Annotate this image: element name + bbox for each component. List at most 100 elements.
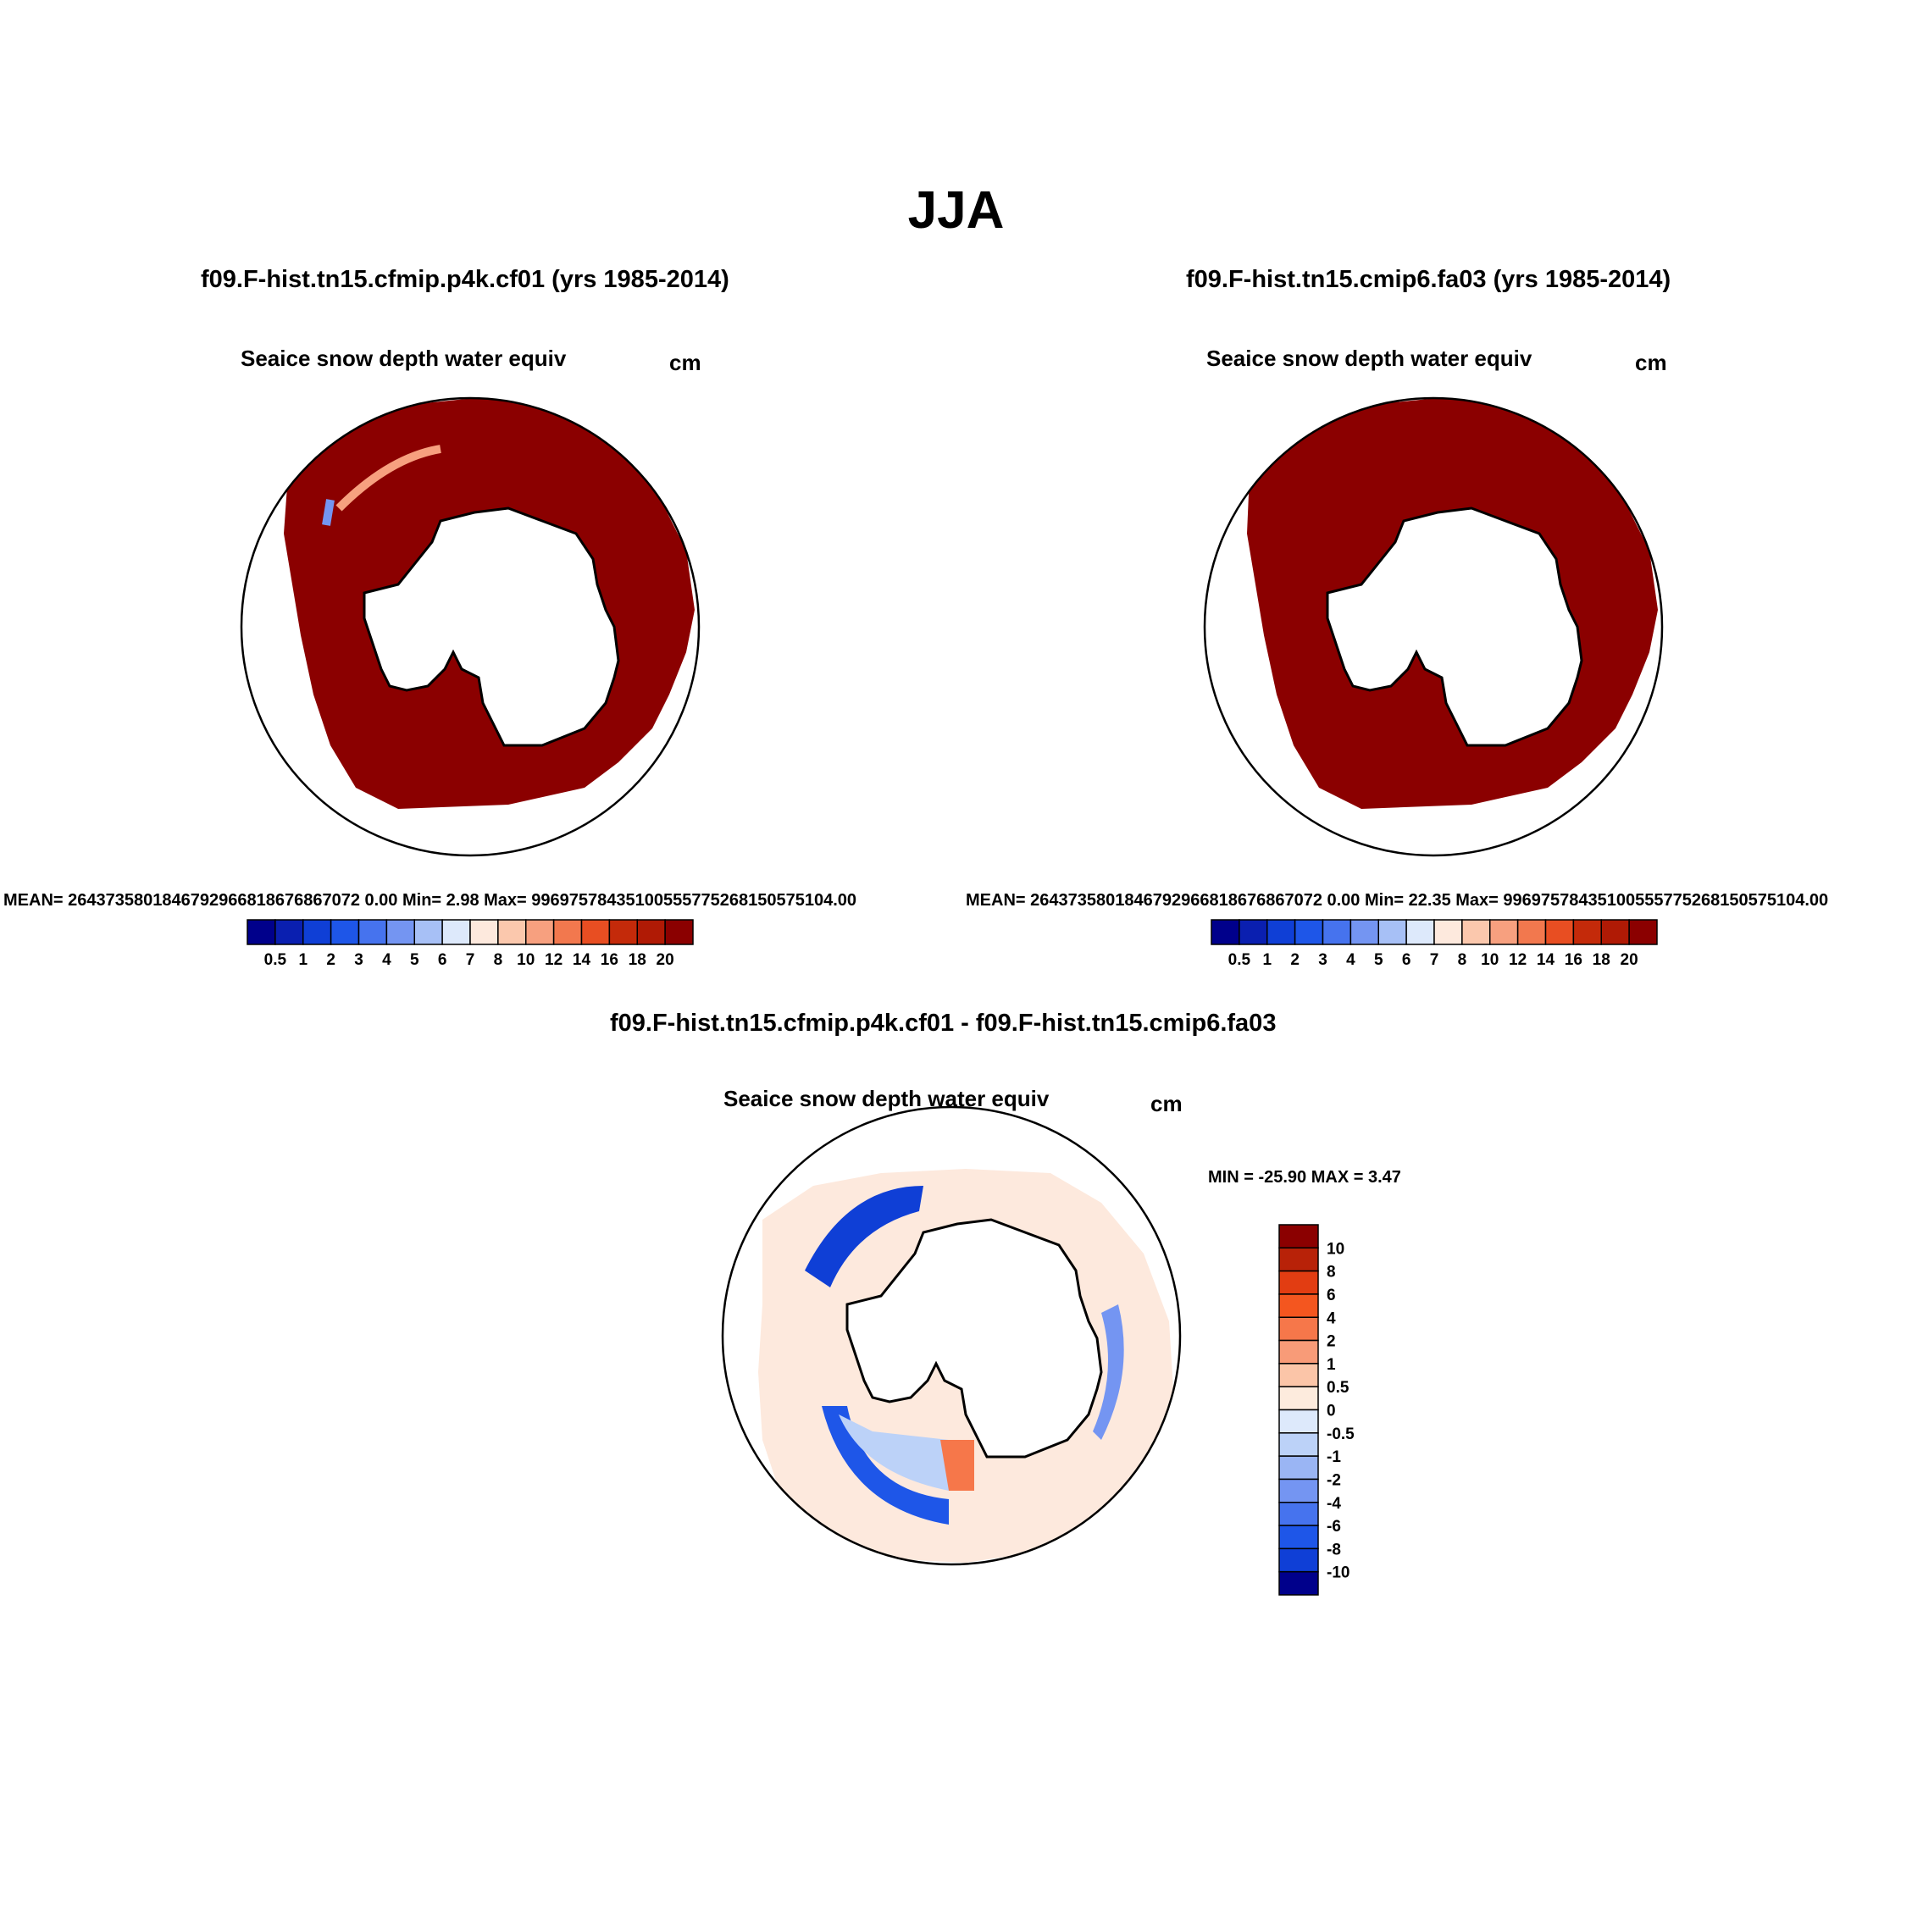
left-colorbar-swatch <box>552 919 583 945</box>
left-colorbar-tick-label: 14 <box>573 951 591 969</box>
right-colorbar-tick-label: 1 <box>1262 951 1272 969</box>
right-colorbar-tick-label: 20 <box>1621 951 1638 969</box>
diff-colorbar-tick-label: 6 <box>1327 1287 1336 1304</box>
diff-colorbar-swatch <box>1278 1547 1319 1573</box>
diff-colorbar-tick-label: -4 <box>1327 1495 1341 1513</box>
right-colorbar-swatch <box>1489 919 1519 945</box>
diff-colorbar-swatch <box>1278 1432 1319 1457</box>
diff-map <box>721 1105 1182 1566</box>
diff-colorbar-tick-label: 0 <box>1327 1403 1336 1420</box>
diff-colorbar-tick-label: -8 <box>1327 1541 1341 1558</box>
right-antarctica <box>1326 507 1583 747</box>
left-colorbar-swatch <box>413 919 443 945</box>
right-colorbar-tick-label: 5 <box>1374 951 1383 969</box>
right-colorbar-tick-label: 18 <box>1593 951 1610 969</box>
diff-colorbar-swatch <box>1278 1386 1319 1411</box>
right-colorbar-swatch <box>1405 919 1435 945</box>
diff-colorbar-tick-label: 4 <box>1327 1309 1336 1327</box>
left-colorbar-tick-label: 10 <box>517 951 535 969</box>
diff-colorbar-tick-label: -10 <box>1327 1564 1349 1582</box>
diff-variable-title: Seaice snow depth water equiv <box>723 1086 1050 1111</box>
diff-colorbar-tick-label: 1 <box>1327 1356 1336 1374</box>
diff-colorbar-swatch <box>1278 1455 1319 1481</box>
diff-colorbar-tick-label: -2 <box>1327 1471 1341 1489</box>
right-colorbar-tick-label: 0.5 <box>1228 951 1251 969</box>
left-colorbar-swatch <box>330 919 360 945</box>
left-colorbar-swatch <box>497 919 527 945</box>
diff-colorbar-tick-label: 8 <box>1327 1264 1336 1282</box>
right-colorbar-swatch <box>1349 919 1379 945</box>
right-colorbar-tick-label: 7 <box>1430 951 1439 969</box>
right-colorbar: 0.5 1 2 3 4 5 6 7 8 10 12 14 16 18 20 <box>1211 919 1658 969</box>
left-colorbar-swatch <box>664 919 694 945</box>
left-cool-streak <box>322 499 335 526</box>
diff-colorbar-swatch <box>1278 1409 1319 1434</box>
right-colorbar-swatch <box>1516 919 1547 945</box>
left-colorbar-swatch <box>385 919 415 945</box>
right-variable-title: Seaice snow depth water equiv <box>1206 346 1532 371</box>
left-warm-streak <box>335 445 441 512</box>
left-colorbar-swatch <box>525 919 555 945</box>
right-colorbar-tick-label: 8 <box>1458 951 1467 969</box>
right-colorbar-tick-label: 2 <box>1290 951 1300 969</box>
diff-red-patch <box>940 1440 974 1491</box>
figure-title: JJA <box>907 181 1005 240</box>
diff-colorbar-tick-label: -1 <box>1327 1448 1341 1466</box>
diff-antarctica <box>845 1218 1103 1459</box>
left-colorbar-swatch <box>636 919 666 945</box>
right-colorbar-swatch <box>1544 919 1575 945</box>
left-colorbar-swatch <box>302 919 332 945</box>
left-stats: MEAN= 2643735801846792966818676867072 0.… <box>3 891 857 910</box>
left-antarctica <box>363 507 620 747</box>
diff-minmax: MIN = -25.90 MAX = 3.47 <box>1208 1168 1401 1187</box>
left-colorbar: 0.5 1 2 3 4 5 6 7 8 10 12 14 16 18 20 <box>247 919 694 969</box>
left-case-title: f09.F-hist.tn15.cfmip.p4k.cf01 (yrs 1985… <box>201 266 729 293</box>
diff-case-title: f09.F-hist.tn15.cfmip.p4k.cf01 - f09.F-h… <box>610 1010 1277 1037</box>
diff-colorbar-swatch <box>1278 1339 1319 1365</box>
diff-colorbar-swatch <box>1278 1293 1319 1318</box>
left-colorbar-tick-label: 8 <box>494 951 503 969</box>
diff-units-label: cm <box>1150 1091 1183 1116</box>
diff-blue-west <box>805 1186 923 1287</box>
left-colorbar-tick-label: 20 <box>657 951 674 969</box>
right-colorbar-tick-label: 3 <box>1318 951 1327 969</box>
left-colorbar-swatch <box>469 919 499 945</box>
left-colorbar-tick-label: 4 <box>382 951 391 969</box>
left-map-border <box>240 396 701 857</box>
diff-map-border <box>721 1105 1182 1566</box>
left-colorbar-swatch <box>608 919 638 945</box>
right-units-label: cm <box>1635 350 1667 375</box>
diff-colorbar-tick-label: 2 <box>1327 1333 1336 1351</box>
right-case-title: f09.F-hist.tn15.cmip6.fa03 (yrs 1985-201… <box>1186 266 1671 293</box>
right-colorbar-swatch <box>1600 919 1630 945</box>
right-colorbar-swatch <box>1211 919 1240 945</box>
left-colorbar-tick-label: 7 <box>466 951 475 969</box>
left-colorbar-swatch <box>247 919 276 945</box>
left-units-label: cm <box>669 350 701 375</box>
diff-colorbar-swatch <box>1278 1316 1319 1342</box>
diff-colorbar-swatch <box>1278 1270 1319 1295</box>
right-colorbar-swatch <box>1322 919 1352 945</box>
diff-colorbar-swatch <box>1278 1478 1319 1503</box>
right-colorbar-swatch <box>1294 919 1324 945</box>
right-map <box>1203 396 1664 857</box>
right-colorbar-tick-label: 6 <box>1402 951 1411 969</box>
diff-colorbar-swatch <box>1278 1224 1319 1249</box>
diff-colorbar-tick-label: 10 <box>1327 1240 1344 1258</box>
left-colorbar-tick-label: 5 <box>410 951 419 969</box>
left-colorbar-tick-label: 12 <box>545 951 563 969</box>
diff-colorbar-swatch <box>1278 1363 1319 1387</box>
left-colorbar-swatch <box>357 919 388 945</box>
diff-colorbar-swatch <box>1278 1247 1319 1272</box>
right-colorbar-swatch <box>1239 919 1268 945</box>
diff-colorbar-tick-label: -0.5 <box>1327 1425 1355 1443</box>
left-colorbar-swatch <box>274 919 304 945</box>
diff-colorbar: 10 8 6 4 2 1 0.5 0 -0.5 -1 -2 -4 -6 -8 -10 <box>1278 1224 1355 1596</box>
diff-colorbar-swatch <box>1278 1502 1319 1526</box>
left-colorbar-tick-label: 16 <box>601 951 618 969</box>
right-colorbar-swatch <box>1266 919 1296 945</box>
left-colorbar-tick-label: 2 <box>326 951 335 969</box>
left-variable-title: Seaice snow depth water equiv <box>241 346 567 371</box>
left-colorbar-tick-label: 6 <box>438 951 447 969</box>
